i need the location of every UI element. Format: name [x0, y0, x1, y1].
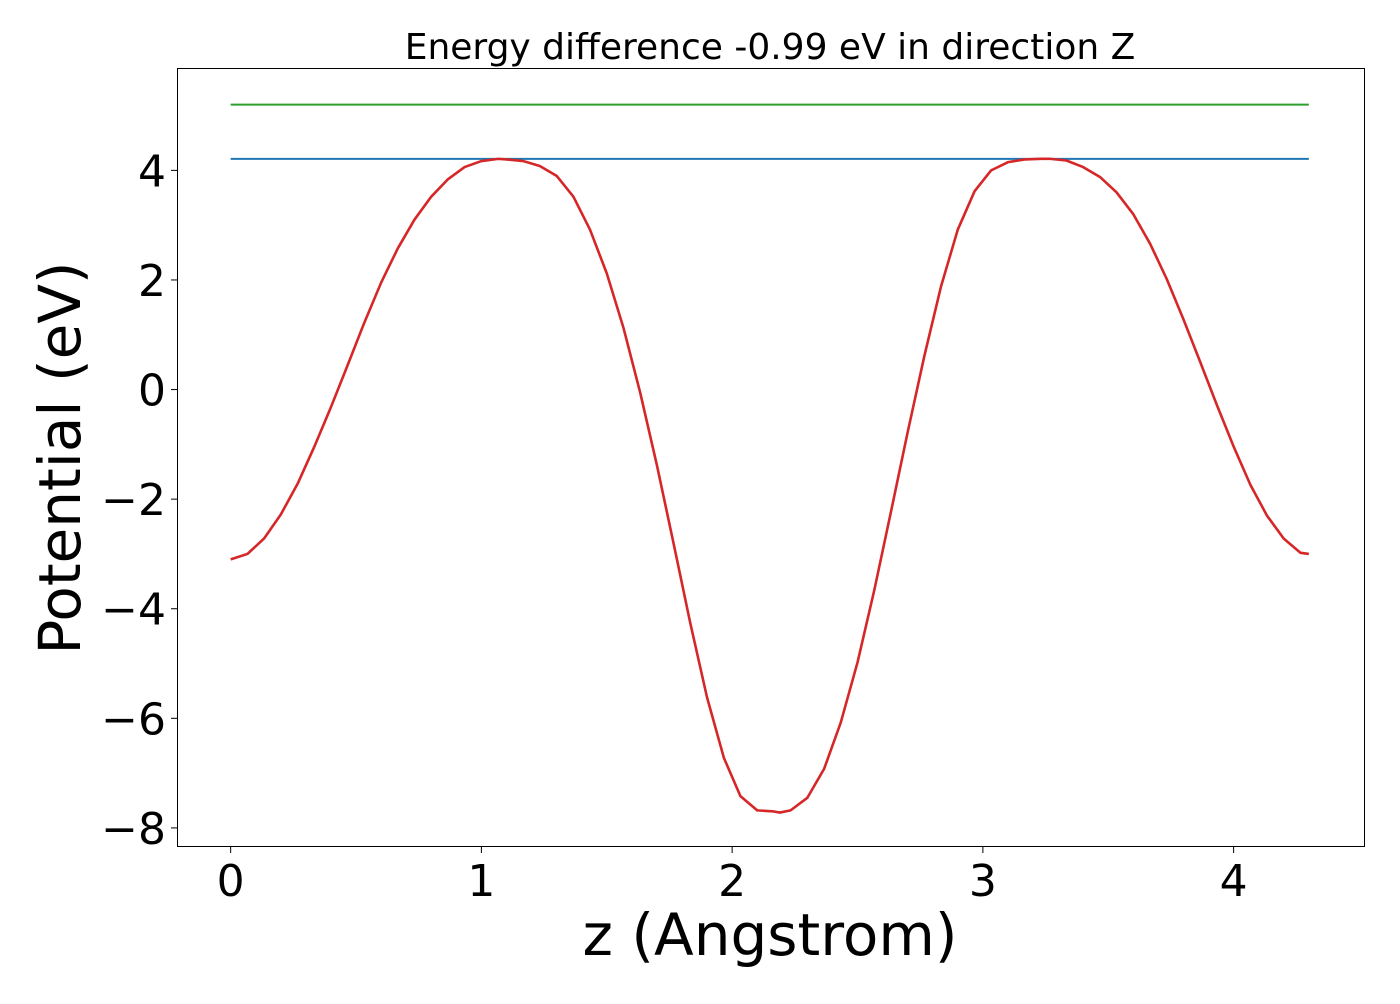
x-tick-label: 1: [467, 856, 495, 907]
series-layer: [230, 103, 1310, 814]
plot-frame: [177, 68, 1365, 847]
y-tick-label: 0: [138, 366, 166, 417]
y-tick-label: −8: [101, 804, 166, 855]
y-tick-label: 2: [138, 256, 166, 307]
x-tick-label: 2: [718, 856, 746, 907]
x-tick-label: 3: [969, 856, 997, 907]
x-tick-label: 4: [1220, 856, 1248, 907]
y-tick-label: −6: [101, 694, 166, 745]
x-tick-label: 0: [217, 856, 245, 907]
y-tick-label: −4: [101, 585, 166, 636]
y-tick-label: 4: [138, 146, 166, 197]
y-axis-label: Potential (eV): [26, 261, 94, 654]
series-line-3: [230, 157, 1310, 814]
chart-title: Energy difference -0.99 eV in direction …: [405, 27, 1136, 68]
x-axis-label: z (Angstrom): [583, 901, 958, 969]
y-axis-ticks: −8 −6 −4 −2 0 2 4: [101, 146, 178, 855]
y-tick-label: −2: [101, 475, 166, 526]
x-axis-ticks: 0 1 2 3 4: [217, 846, 1248, 907]
